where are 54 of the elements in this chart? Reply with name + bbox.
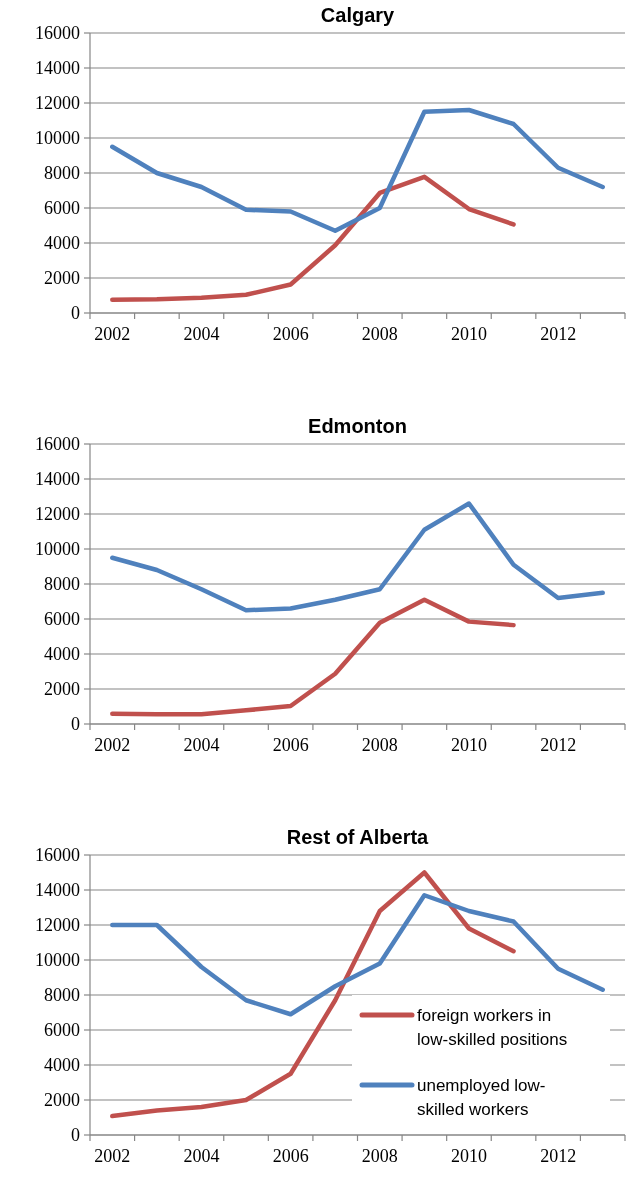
y-tick-label: 4000 — [44, 644, 80, 665]
x-tick-label: 2004 — [183, 1146, 220, 1166]
x-tick-label: 2004 — [183, 735, 220, 755]
legend-label: foreign workers in low-skilled positions — [417, 1006, 568, 1049]
x-tick-label: 2002 — [94, 735, 131, 755]
legend-label: unemployed low-skilled workers — [417, 1076, 546, 1119]
chart-title: Edmonton — [308, 415, 407, 437]
y-tick-label: 16000 — [35, 845, 80, 866]
x-tick-label: 2010 — [450, 735, 487, 755]
y-tick-label: 0 — [71, 714, 80, 735]
y-tick-label: 0 — [71, 1125, 80, 1146]
x-tick-label: 2004 — [183, 324, 220, 344]
x-tick-label: 2002 — [94, 324, 131, 344]
x-tick-label: 2008 — [361, 1146, 398, 1166]
y-tick-label: 6000 — [44, 198, 80, 219]
y-tick-label: 10000 — [35, 950, 80, 971]
y-tick-label: 2000 — [44, 679, 80, 700]
x-tick-label: 2006 — [272, 1146, 309, 1166]
y-tick-label: 4000 — [44, 1055, 80, 1076]
y-tick-label: 14000 — [35, 880, 80, 901]
y-tick-label: 8000 — [44, 985, 80, 1006]
y-tick-label: 12000 — [35, 93, 80, 114]
x-tick-label: 2006 — [272, 735, 309, 755]
x-tick-label: 2012 — [540, 1146, 577, 1166]
y-tick-label: 10000 — [35, 539, 80, 560]
y-tick-label: 14000 — [35, 469, 80, 490]
chart-title: Rest of Alberta — [286, 826, 430, 848]
y-tick-label: 14000 — [35, 58, 80, 79]
x-tick-label: 2008 — [361, 735, 398, 755]
x-tick-label: 2008 — [361, 324, 398, 344]
x-tick-label: 2010 — [450, 1146, 487, 1166]
x-tick-label: 2002 — [94, 1146, 131, 1166]
y-tick-label: 8000 — [44, 163, 80, 184]
y-tick-label: 16000 — [35, 23, 80, 44]
y-tick-label: 2000 — [44, 1090, 80, 1111]
y-tick-label: 2000 — [44, 268, 80, 289]
x-tick-label: 2006 — [272, 324, 309, 344]
y-tick-label: 12000 — [35, 504, 80, 525]
chart-title: Calgary — [320, 4, 396, 26]
x-tick-label: 2012 — [540, 735, 577, 755]
y-tick-label: 10000 — [35, 128, 80, 149]
y-tick-label: 4000 — [44, 233, 80, 254]
line-series — [110, 501, 605, 613]
y-tick-label: 0 — [71, 303, 80, 324]
y-tick-label: 12000 — [35, 915, 80, 936]
y-tick-label: 8000 — [44, 574, 80, 595]
x-tick-label: 2012 — [540, 324, 577, 344]
y-tick-label: 6000 — [44, 609, 80, 630]
line-series — [110, 107, 605, 233]
y-tick-label: 6000 — [44, 1020, 80, 1041]
line-series — [110, 174, 516, 302]
line-series — [110, 597, 516, 717]
y-tick-label: 16000 — [35, 434, 80, 455]
x-tick-label: 2010 — [450, 324, 487, 344]
